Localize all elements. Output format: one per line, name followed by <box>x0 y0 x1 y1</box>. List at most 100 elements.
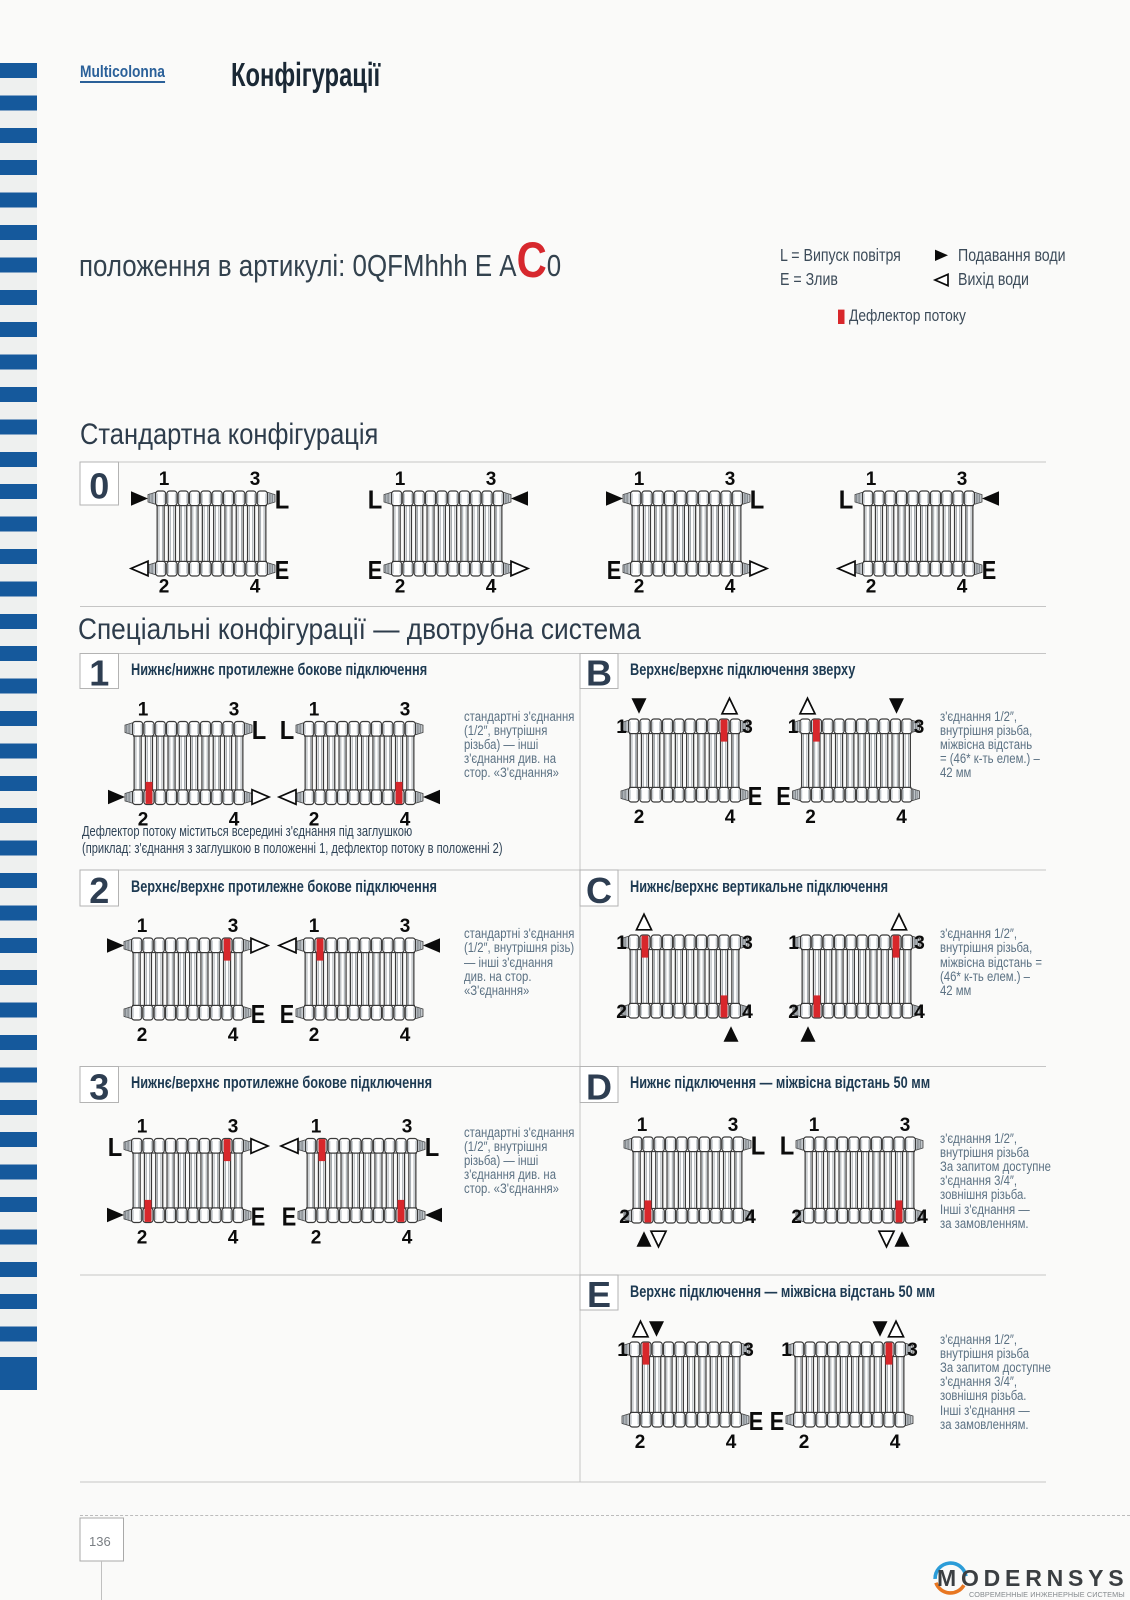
svg-text:1: 1 <box>309 700 320 721</box>
svg-text:4: 4 <box>250 577 261 598</box>
svg-text:2: 2 <box>616 1002 627 1023</box>
svg-text:2: 2 <box>634 807 645 828</box>
svg-text:2: 2 <box>805 807 816 828</box>
svg-text:2: 2 <box>309 810 320 831</box>
svg-text:E: E <box>748 781 763 811</box>
svg-text:3: 3 <box>228 916 239 937</box>
svg-text:L: L <box>252 715 267 745</box>
svg-text:2: 2 <box>311 1228 322 1249</box>
svg-text:E: E <box>251 999 266 1029</box>
svg-text:1: 1 <box>637 1115 648 1136</box>
svg-text:1: 1 <box>788 717 799 738</box>
svg-text:E: E <box>251 1202 266 1232</box>
svg-text:1: 1 <box>781 1340 792 1361</box>
svg-text:L: L <box>750 484 765 514</box>
svg-text:1: 1 <box>89 653 109 694</box>
svg-text:4: 4 <box>402 1228 413 1249</box>
svg-text:1: 1 <box>616 933 627 954</box>
svg-text:4: 4 <box>742 1002 753 1023</box>
svg-text:2: 2 <box>395 577 406 598</box>
svg-text:2: 2 <box>137 1228 148 1249</box>
svg-text:E: E <box>770 1406 785 1436</box>
svg-text:4: 4 <box>486 577 497 598</box>
svg-text:3: 3 <box>957 469 968 490</box>
svg-text:L: L <box>751 1130 766 1160</box>
svg-text:1: 1 <box>617 1340 628 1361</box>
svg-text:B: B <box>586 653 612 694</box>
svg-text:2: 2 <box>159 577 170 598</box>
svg-text:L: L <box>839 484 854 514</box>
svg-text:1: 1 <box>159 469 170 490</box>
svg-text:4: 4 <box>890 1432 901 1453</box>
svg-text:2: 2 <box>791 1207 802 1228</box>
svg-text:4: 4 <box>229 810 240 831</box>
svg-text:3: 3 <box>742 717 753 738</box>
svg-text:1: 1 <box>866 469 877 490</box>
svg-text:E: E <box>275 555 290 585</box>
svg-text:1: 1 <box>616 717 627 738</box>
svg-text:2: 2 <box>634 577 645 598</box>
svg-text:E: E <box>607 555 622 585</box>
svg-text:4: 4 <box>400 1025 411 1046</box>
svg-text:C: C <box>586 870 612 911</box>
svg-text:E: E <box>282 1202 297 1232</box>
svg-text:3: 3 <box>914 933 925 954</box>
svg-text:4: 4 <box>725 807 736 828</box>
svg-text:E: E <box>776 781 791 811</box>
svg-text:2: 2 <box>137 1025 148 1046</box>
svg-text:L: L <box>280 715 295 745</box>
svg-text:3: 3 <box>486 469 497 490</box>
svg-text:3: 3 <box>728 1115 739 1136</box>
svg-text:3: 3 <box>400 700 411 721</box>
svg-text:2: 2 <box>788 1002 799 1023</box>
svg-text:2: 2 <box>89 870 109 911</box>
svg-text:3: 3 <box>742 933 753 954</box>
svg-text:3: 3 <box>400 916 411 937</box>
svg-text:4: 4 <box>896 807 907 828</box>
svg-text:3: 3 <box>250 469 261 490</box>
svg-text:E: E <box>280 999 295 1029</box>
svg-text:4: 4 <box>228 1228 239 1249</box>
svg-text:3: 3 <box>914 717 925 738</box>
svg-text:3: 3 <box>402 1117 413 1138</box>
svg-text:2: 2 <box>309 1025 320 1046</box>
svg-text:4: 4 <box>400 810 411 831</box>
svg-text:L: L <box>368 484 383 514</box>
svg-text:4: 4 <box>917 1207 928 1228</box>
svg-text:1: 1 <box>311 1117 322 1138</box>
svg-text:4: 4 <box>726 1432 737 1453</box>
svg-text:L: L <box>108 1132 123 1162</box>
svg-text:L: L <box>275 484 290 514</box>
svg-text:2: 2 <box>799 1432 810 1453</box>
svg-text:0: 0 <box>89 466 109 507</box>
svg-text:E: E <box>982 555 997 585</box>
svg-text:E: E <box>368 555 383 585</box>
svg-text:4: 4 <box>914 1002 925 1023</box>
svg-text:3: 3 <box>725 469 736 490</box>
svg-text:3: 3 <box>900 1115 911 1136</box>
svg-text:3: 3 <box>228 1117 239 1138</box>
svg-text:2: 2 <box>619 1207 630 1228</box>
svg-text:L: L <box>425 1132 440 1162</box>
svg-text:D: D <box>586 1067 612 1108</box>
svg-text:1: 1 <box>137 916 148 937</box>
svg-text:2: 2 <box>635 1432 646 1453</box>
svg-text:1: 1 <box>395 469 406 490</box>
svg-text:2: 2 <box>866 577 877 598</box>
svg-text:3: 3 <box>89 1067 109 1108</box>
svg-text:L: L <box>780 1130 795 1160</box>
svg-text:4: 4 <box>228 1025 239 1046</box>
svg-text:1: 1 <box>634 469 645 490</box>
svg-text:1: 1 <box>788 933 799 954</box>
svg-text:2: 2 <box>138 810 149 831</box>
svg-text:3: 3 <box>743 1340 754 1361</box>
svg-text:E: E <box>587 1274 611 1315</box>
svg-text:1: 1 <box>809 1115 820 1136</box>
svg-text:3: 3 <box>907 1340 918 1361</box>
svg-text:1: 1 <box>137 1117 148 1138</box>
svg-text:E: E <box>749 1406 764 1436</box>
svg-text:3: 3 <box>229 700 240 721</box>
svg-text:4: 4 <box>725 577 736 598</box>
svg-text:1: 1 <box>309 916 320 937</box>
svg-text:4: 4 <box>957 577 968 598</box>
